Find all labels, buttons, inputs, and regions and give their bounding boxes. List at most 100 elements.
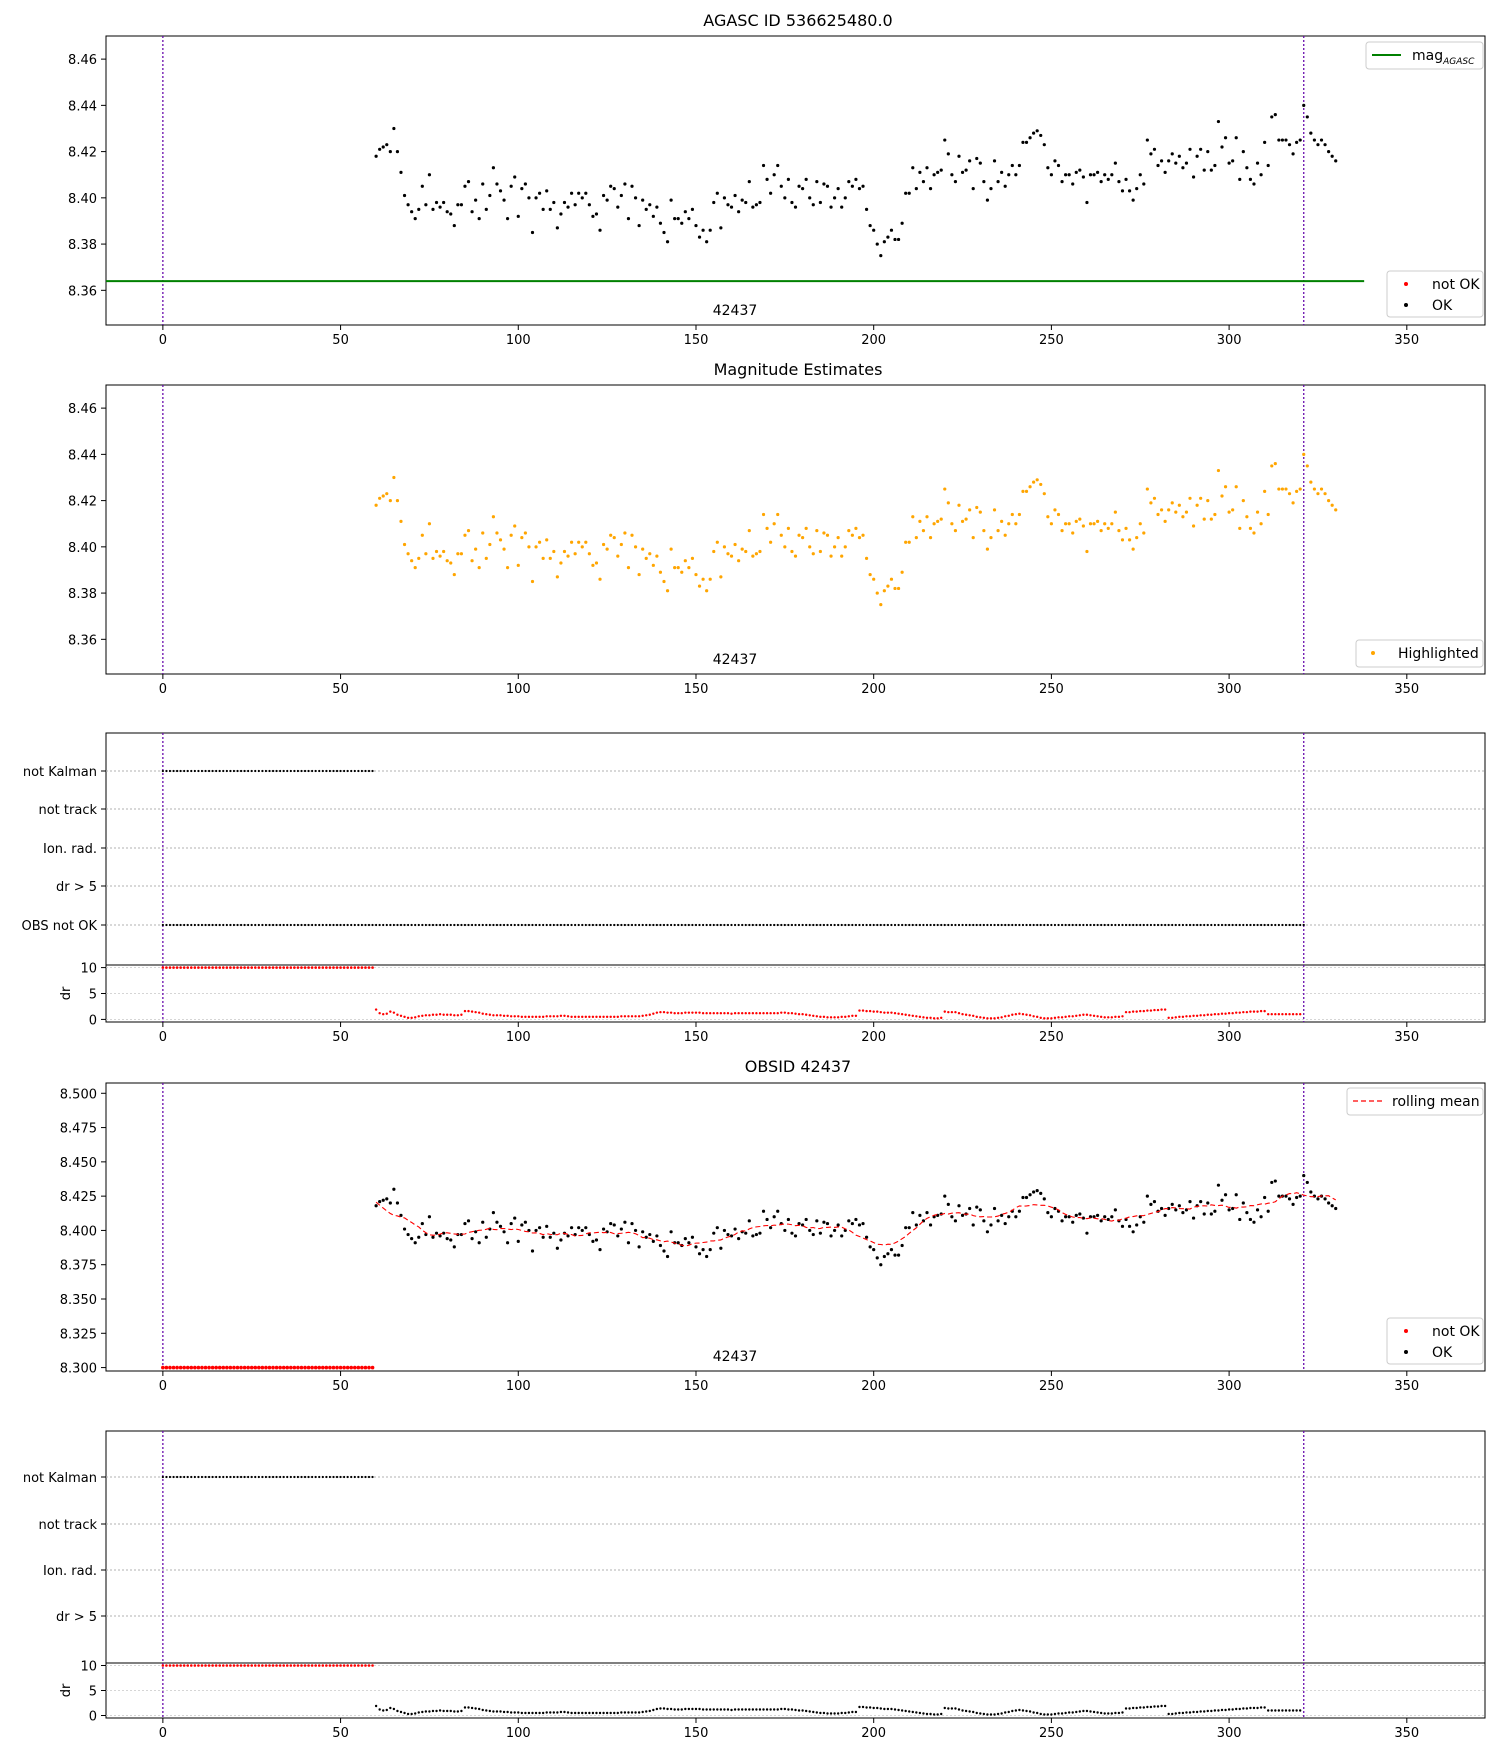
- ok-point: [705, 1254, 709, 1259]
- dr-point: [339, 1664, 342, 1667]
- dr-point: [509, 1711, 513, 1714]
- dr-point: [421, 1014, 424, 1017]
- dr-point: [1245, 1010, 1249, 1014]
- dr-point: [929, 1016, 932, 1020]
- ok-point: [1305, 1180, 1309, 1185]
- dr-point: [453, 1710, 456, 1713]
- highlighted-point: [374, 503, 378, 507]
- dr-point: [961, 1013, 964, 1016]
- dr-point: [346, 1664, 349, 1667]
- ok-point: [797, 184, 801, 188]
- flag-point: [1224, 923, 1227, 927]
- highlighted-point: [733, 542, 737, 547]
- legend-ok-marker: [1404, 303, 1408, 307]
- flag-point: [389, 923, 392, 927]
- ok-point: [1010, 163, 1014, 168]
- ok-point: [1056, 163, 1061, 168]
- dr-point: [588, 1711, 591, 1715]
- flag-point: [172, 769, 175, 773]
- dr-point: [1075, 1014, 1078, 1017]
- ok-point: [530, 230, 535, 235]
- dr-point: [1274, 1013, 1277, 1016]
- dr-point: [261, 966, 264, 969]
- highlighted-point: [857, 535, 862, 540]
- flag-point: [485, 923, 488, 927]
- ok-point: [1021, 140, 1025, 144]
- ok-point: [783, 1228, 787, 1233]
- dr-point: [634, 1711, 637, 1714]
- ok-point: [1117, 180, 1121, 184]
- highlighted-point: [900, 570, 904, 574]
- ok-point: [1103, 1215, 1107, 1219]
- ok-point: [676, 217, 680, 221]
- flag-point: [250, 923, 253, 927]
- flag-point: [311, 923, 314, 927]
- dr-point: [709, 1708, 712, 1711]
- flag-point: [190, 923, 193, 927]
- dr-point: [389, 1706, 392, 1710]
- dr-point: [1117, 1711, 1121, 1715]
- dr-point: [833, 1016, 836, 1019]
- flag-point: [1021, 923, 1025, 927]
- not-ok-point: [370, 1365, 375, 1370]
- dr-point: [755, 1708, 758, 1711]
- flag-point: [282, 769, 285, 773]
- ok-point: [1099, 180, 1103, 184]
- ok-point: [804, 177, 808, 181]
- ok-point: [889, 1248, 894, 1252]
- dr-point: [975, 1015, 978, 1019]
- dr-point: [481, 1012, 484, 1015]
- flag-point: [968, 923, 971, 927]
- highlighted-point: [1334, 508, 1338, 512]
- highlighted-point: [697, 584, 702, 588]
- ok-point: [626, 1241, 631, 1245]
- not-ok-point: [306, 1365, 311, 1370]
- flag-point: [293, 923, 296, 927]
- not-ok-point: [328, 1365, 332, 1370]
- ok-point: [950, 173, 954, 177]
- dr-point: [417, 1711, 420, 1714]
- dr-point: [527, 1015, 531, 1019]
- ok-point: [722, 196, 727, 200]
- flag-point: [861, 923, 865, 927]
- dr-point: [677, 1011, 680, 1015]
- flag-point: [925, 923, 929, 927]
- obsid-panel: OBSID 42437 8.3008.3258.3508.3758.4008.4…: [60, 1057, 1486, 1394]
- dr-point: [1021, 1709, 1025, 1712]
- dr-point: [435, 1013, 438, 1016]
- dr-point: [964, 1013, 968, 1016]
- flag-point: [876, 923, 879, 927]
- flag-point: [279, 769, 282, 773]
- dr-point: [563, 1014, 566, 1017]
- ok-point: [758, 1231, 762, 1235]
- dr-point: [1028, 1014, 1032, 1017]
- panel4-plot-area: 8.3008.3258.3508.3758.4008.4258.4508.475…: [60, 1082, 1486, 1394]
- flag-point: [581, 923, 584, 927]
- dr-point: [1213, 1709, 1217, 1712]
- dr-point: [556, 1015, 559, 1018]
- dr-point: [900, 1709, 904, 1712]
- ok-point: [552, 1231, 556, 1235]
- dr-point: [677, 1708, 680, 1711]
- dr-point: [314, 1664, 317, 1667]
- dr-point: [1050, 1713, 1053, 1716]
- dr-point: [904, 1709, 907, 1713]
- ok-point: [1199, 147, 1203, 151]
- ok-point: [847, 180, 851, 184]
- highlighted-point: [633, 545, 638, 549]
- ok-point: [555, 226, 559, 230]
- dr-point: [954, 1010, 957, 1014]
- flag-point: [193, 1475, 196, 1479]
- x-tick-label: 250: [1039, 1030, 1064, 1045]
- flag-point: [1235, 923, 1238, 927]
- y-tick-label: 10: [80, 962, 97, 977]
- not-ok-point: [203, 1365, 208, 1370]
- ok-point: [516, 214, 520, 218]
- highlighted-point: [872, 577, 876, 581]
- ok-point: [538, 191, 542, 195]
- not-ok-point: [331, 1365, 336, 1370]
- dr-point: [506, 1014, 509, 1017]
- dr-point: [1263, 1706, 1266, 1709]
- flag-point: [168, 923, 172, 927]
- ok-point: [896, 237, 901, 242]
